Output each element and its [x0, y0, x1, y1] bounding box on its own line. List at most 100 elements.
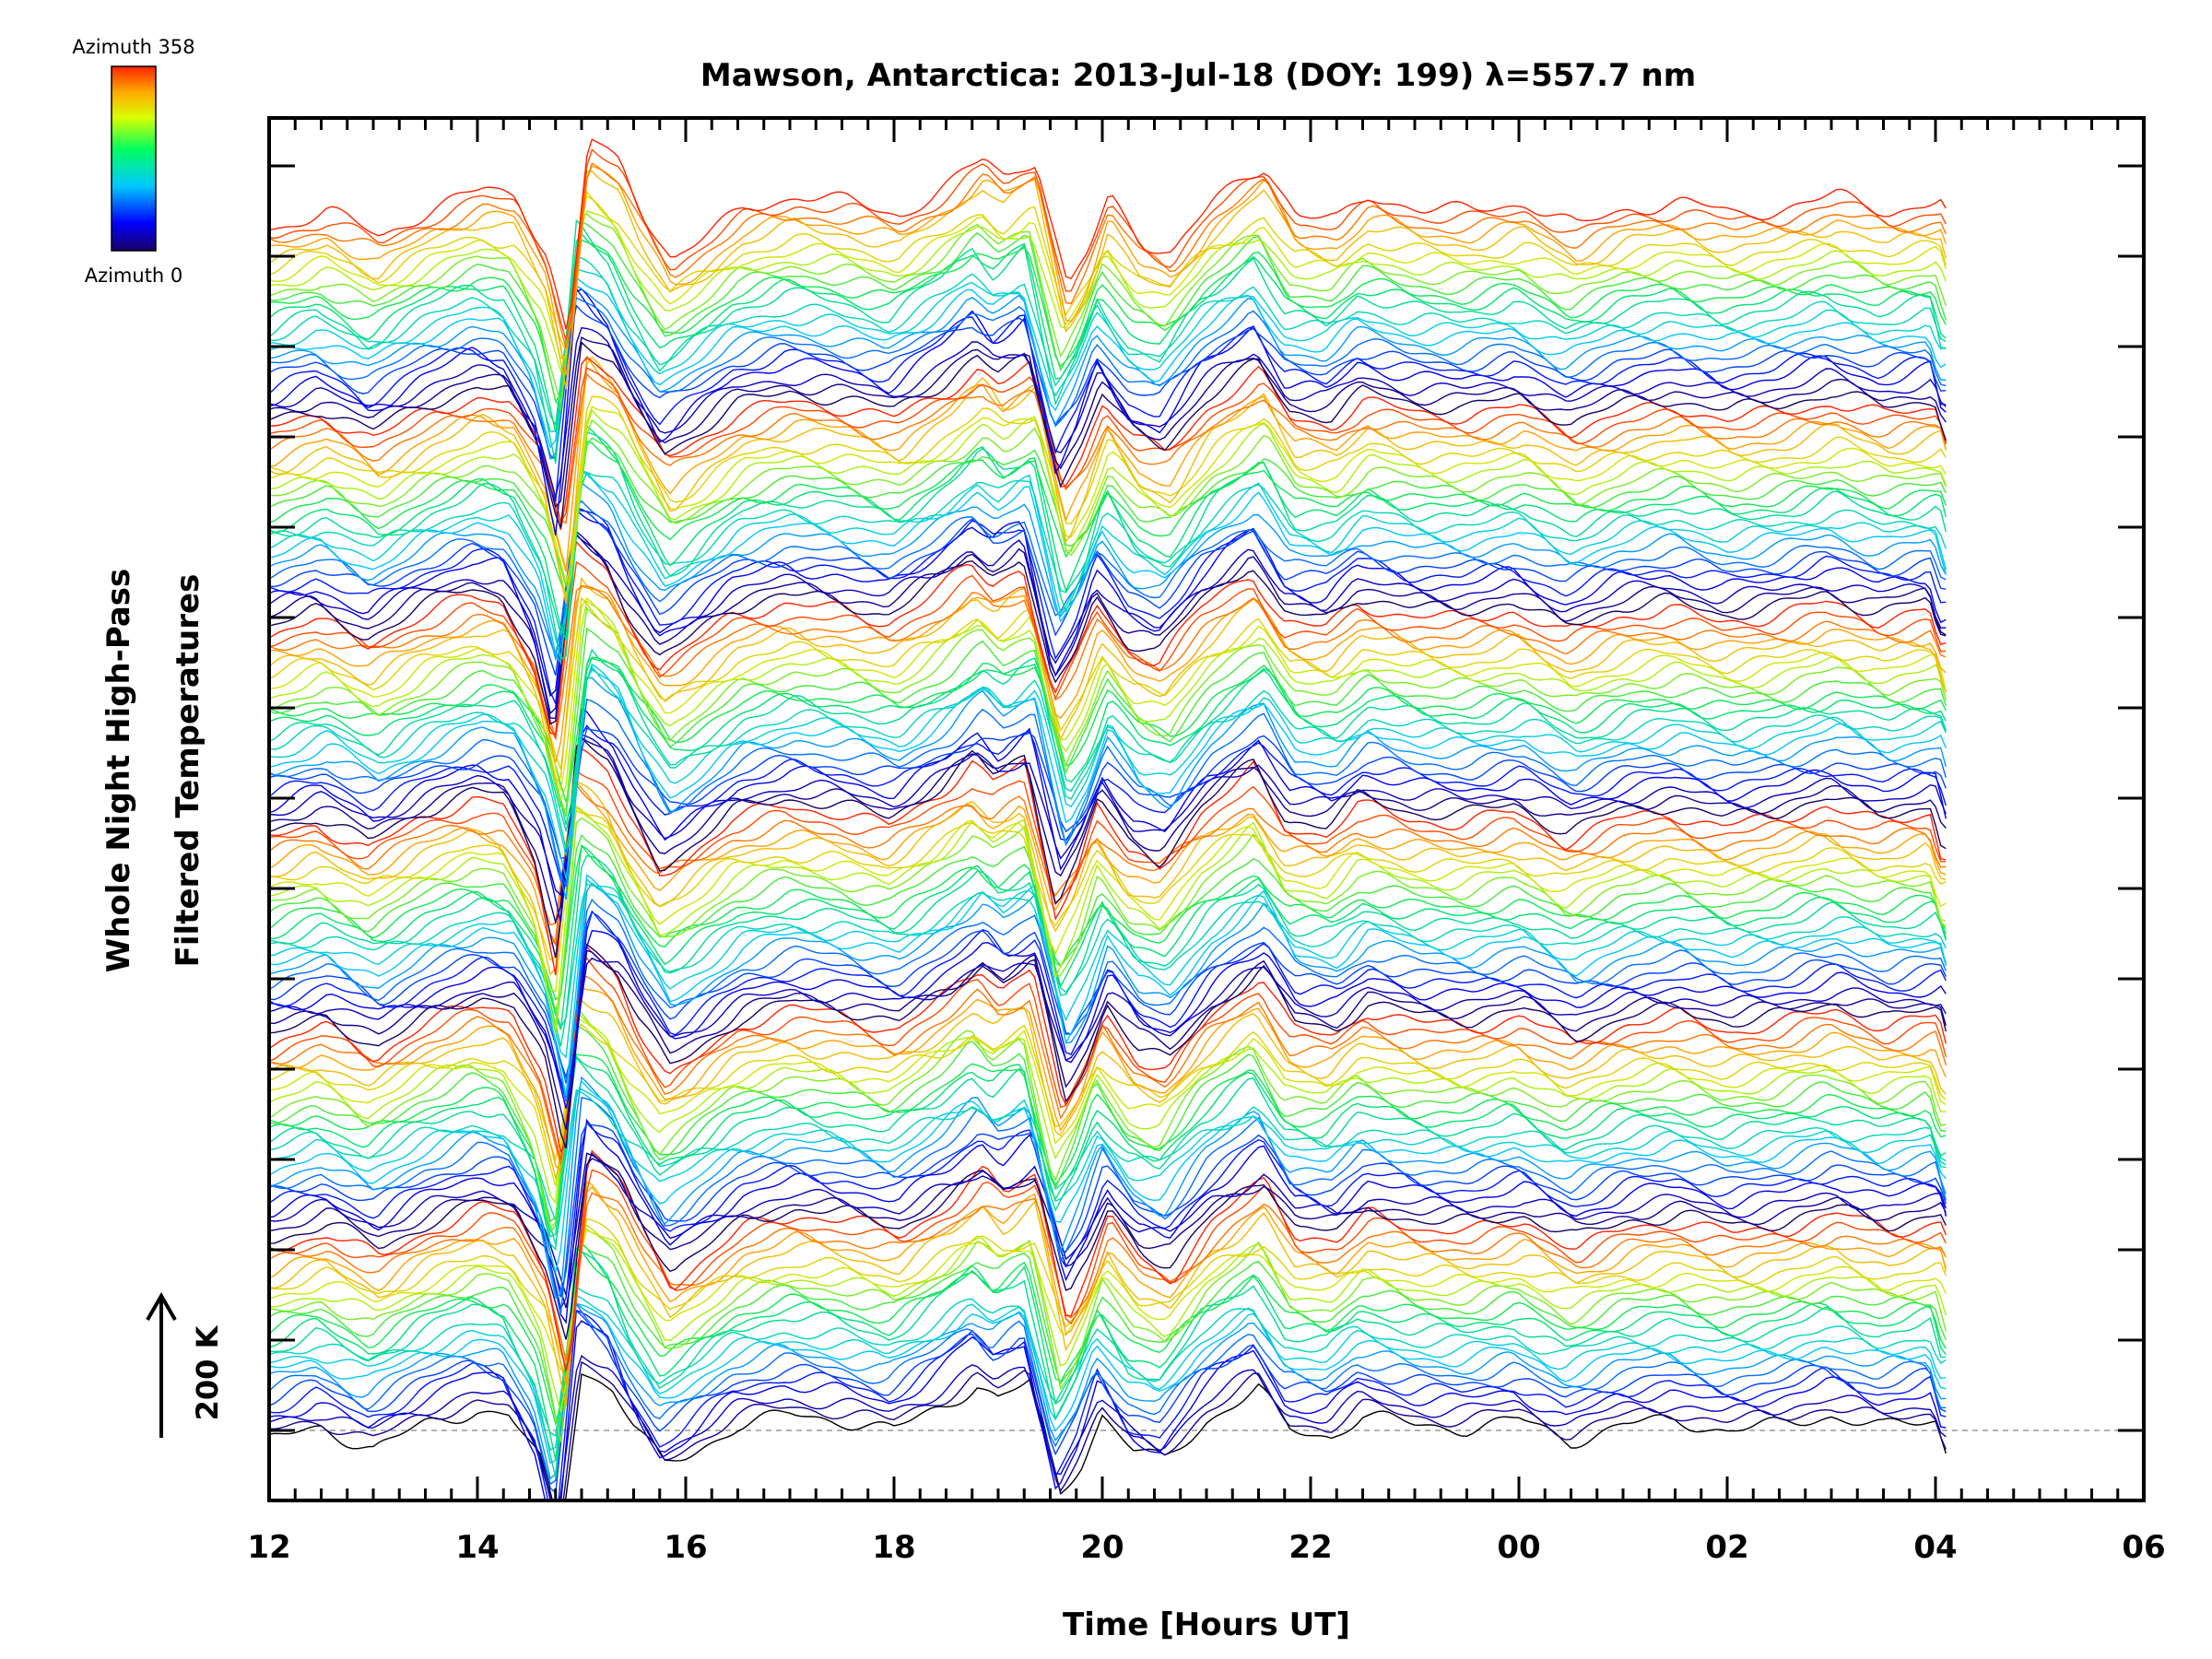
y-axis-label-line2: Filtered Temperatures [170, 574, 206, 968]
trace-line [269, 627, 1947, 818]
trace-line [269, 213, 1947, 405]
colorbar-gradient [111, 65, 157, 252]
x-tick-label: 06 [2122, 1529, 2165, 1566]
trace-line [269, 1241, 1947, 1460]
trace-line [269, 540, 1947, 735]
trace-line [269, 736, 1947, 925]
trace-line [269, 1079, 1947, 1273]
trace-line [269, 1152, 1947, 1296]
trace-line [269, 1218, 1947, 1364]
trace-line [269, 585, 1947, 763]
trace-line [269, 138, 1947, 330]
trace-line [269, 1054, 1947, 1238]
scale-bar-label: 200 K [190, 1324, 225, 1420]
colorbar: Azimuth 358 Azimuth 0 [72, 36, 194, 287]
trace-line [269, 232, 1947, 432]
trace-line [269, 1302, 1947, 1486]
trace-line [269, 1025, 1947, 1234]
trace-line [269, 1055, 1947, 1252]
trace-line [269, 945, 1947, 1154]
trace-line [269, 910, 1947, 1080]
trace-line [269, 440, 1947, 598]
trace-line [269, 367, 1947, 525]
trace-line [269, 1224, 1947, 1413]
trace-line [269, 727, 1947, 859]
x-tick-label: 02 [1705, 1529, 1748, 1566]
trace-line [269, 171, 1947, 390]
x-tick-label: 12 [247, 1529, 290, 1566]
trace-line [269, 1249, 1947, 1427]
x-axis-label: Time [Hours UT] [1063, 1606, 1350, 1643]
colorbar-bottom-label: Azimuth 0 [85, 265, 183, 287]
trace-line [269, 1302, 1947, 1465]
trace-line [269, 194, 1947, 359]
trace-line [269, 877, 1947, 1059]
trace-line [269, 437, 1947, 587]
trace-line [269, 911, 1947, 1102]
trace-line [269, 949, 1947, 1130]
x-tick-labels: 12 14 16 18 20 22 00 02 04 06 [247, 1529, 2165, 1566]
colorbar-top-label: Azimuth 358 [72, 36, 194, 58]
trace-line [269, 677, 1947, 900]
trace-line [269, 1152, 1947, 1340]
trace-group [269, 138, 2144, 1500]
trace-line [269, 1320, 1947, 1500]
trace-line [269, 724, 1947, 883]
trace-line [269, 425, 1947, 640]
trace-line [269, 148, 1947, 341]
x-tick-label: 00 [1497, 1529, 1540, 1566]
trace-line [269, 341, 1947, 528]
trace-line [269, 1373, 1947, 1500]
trace-line [269, 668, 1947, 879]
trace-line [269, 606, 1947, 811]
trace-line [269, 532, 1947, 698]
y-axis-label-line1: Whole Night High-Pass [100, 569, 137, 973]
trace-line [269, 708, 1947, 923]
trace-line [269, 1016, 1947, 1187]
trace-line [269, 843, 1947, 1001]
trace-line [269, 734, 1947, 897]
trace-line [269, 1076, 1947, 1299]
trace-line [269, 220, 1947, 412]
trace-line [269, 957, 1947, 1099]
trace-line [269, 285, 1947, 461]
scale-bar: 200 K [146, 1291, 225, 1438]
trace-line [269, 987, 1947, 1172]
trace-line [269, 809, 1947, 961]
trace-line [269, 471, 1947, 637]
trace-line [269, 534, 1947, 725]
x-tick-label: 16 [664, 1529, 707, 1566]
trace-line [269, 255, 1947, 428]
trace-line [269, 1088, 1947, 1223]
trace-line [269, 874, 1947, 1096]
trace-line [269, 507, 1947, 677]
trace-line [269, 806, 1947, 993]
trace-line [269, 469, 1947, 660]
trace-line [269, 975, 1947, 1165]
trace-line [269, 1009, 1947, 1205]
trace-line [269, 430, 1947, 661]
trace-line [269, 508, 1947, 720]
trace-line [269, 481, 1947, 662]
trace-line [269, 663, 1947, 856]
trace-line [269, 576, 1947, 783]
trace-line [269, 530, 1947, 715]
trace-line [269, 1053, 1947, 1223]
trace-line [269, 190, 1947, 354]
trace-line [269, 1242, 1947, 1423]
scale-arrow-head [146, 1291, 177, 1321]
trace-line [269, 930, 1947, 1109]
trace-line [269, 336, 1947, 509]
trace-line [269, 805, 1947, 1028]
trace-line [269, 665, 1947, 833]
trace-line [269, 288, 1947, 536]
trace-line [269, 210, 1947, 373]
trace-line [269, 1096, 1947, 1314]
x-tick-label: 20 [1080, 1529, 1124, 1566]
trace-line [269, 409, 1947, 596]
trace-line [269, 560, 1947, 741]
trace-line [269, 656, 1947, 803]
x-tick-label: 14 [455, 1529, 499, 1566]
trace-line [269, 943, 1947, 1149]
trace-line [269, 218, 1947, 464]
